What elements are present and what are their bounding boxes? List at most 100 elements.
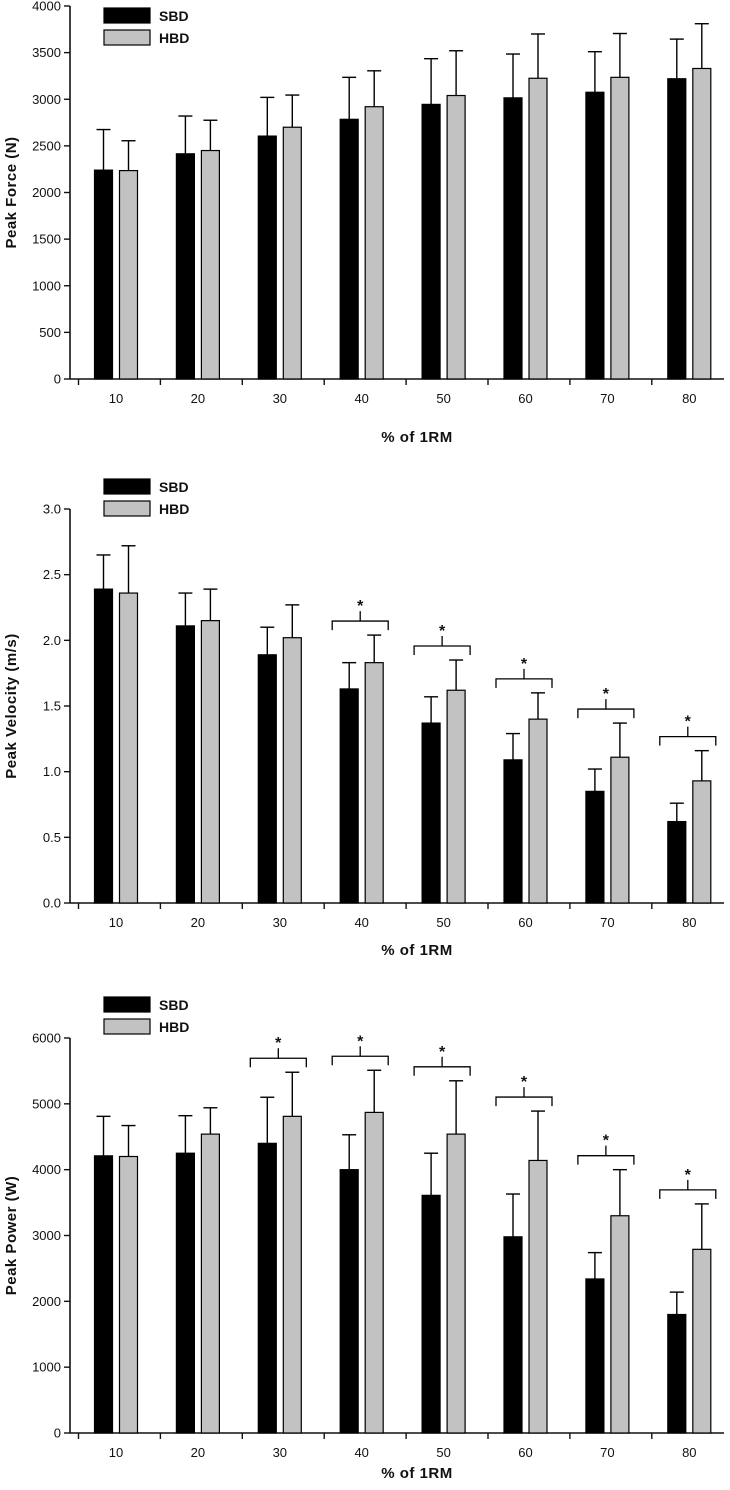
bar-hbd-60 <box>528 1159 548 1434</box>
significance-bracket <box>495 668 553 688</box>
legend-label: SBD <box>159 479 189 495</box>
y-tick-label: 0 <box>54 372 61 387</box>
significance-marker: * <box>521 1074 528 1091</box>
significance-bracket <box>413 636 471 656</box>
x-tick-label: 30 <box>273 915 287 930</box>
bar-hbd-20 <box>200 1133 220 1434</box>
x-tick-label: 20 <box>191 1445 205 1460</box>
y-tick-label: 0.5 <box>43 830 61 845</box>
bar-hbd-80 <box>692 67 712 380</box>
x-tick-label: 30 <box>273 1445 287 1460</box>
significance-marker: * <box>685 1167 692 1184</box>
bar-sbd-30 <box>257 1142 277 1434</box>
bar-sbd-30 <box>257 135 277 380</box>
x-tick-label: 40 <box>354 1445 368 1460</box>
significance-marker: * <box>439 1044 446 1061</box>
bar-sbd-20 <box>175 1152 195 1434</box>
x-tick-label: 10 <box>109 391 123 406</box>
x-tick-label: 50 <box>436 915 450 930</box>
x-tick-label: 40 <box>354 391 368 406</box>
bar-sbd-80 <box>667 78 687 380</box>
y-tick-label: 2500 <box>32 138 61 153</box>
y-tick-label: 5000 <box>32 1096 61 1111</box>
bar-sbd-10 <box>93 169 114 380</box>
bar-sbd-80 <box>667 1313 687 1434</box>
legend-label: HBD <box>159 1019 189 1035</box>
bar-sbd-20 <box>175 153 195 380</box>
x-tick-label: 30 <box>273 391 287 406</box>
y-tick-label: 0.0 <box>43 896 61 911</box>
x-tick-label: 20 <box>191 915 205 930</box>
x-axis-title: % of 1RM <box>381 429 453 446</box>
y-tick-label: 0 <box>54 1426 61 1441</box>
legend-label: HBD <box>159 30 189 46</box>
bar-hbd-80 <box>692 780 712 904</box>
bar-sbd-50 <box>421 722 441 904</box>
significance-marker: * <box>357 1033 364 1050</box>
bar-hbd-10 <box>118 1155 139 1434</box>
legend-swatch-hbd <box>103 1018 151 1035</box>
x-tick-label: 70 <box>600 1445 614 1460</box>
bar-hbd-10 <box>118 169 139 380</box>
y-tick-label: 1500 <box>32 232 61 247</box>
x-tick-label: 60 <box>518 391 532 406</box>
legend-label: SBD <box>159 8 189 24</box>
legend-swatch-sbd <box>103 478 151 495</box>
y-tick-label: 6000 <box>32 1031 61 1046</box>
significance-marker: * <box>685 714 692 731</box>
x-tick-label: 60 <box>518 915 532 930</box>
x-tick-label: 10 <box>109 915 123 930</box>
significance-bracket <box>331 1046 389 1066</box>
x-tick-label: 20 <box>191 391 205 406</box>
legend-label: HBD <box>159 501 189 517</box>
bar-hbd-60 <box>528 718 548 904</box>
bar-hbd-60 <box>528 77 548 380</box>
bar-hbd-30 <box>282 126 302 380</box>
significance-marker: * <box>521 656 528 673</box>
x-tick-label: 50 <box>436 391 450 406</box>
bar-sbd-20 <box>175 625 195 904</box>
y-tick-label: 3.0 <box>43 502 61 517</box>
x-axis-title: % of 1RM <box>381 1465 453 1482</box>
bar-hbd-40 <box>364 106 384 380</box>
bar-hbd-50 <box>446 1133 466 1434</box>
bar-hbd-30 <box>282 637 302 904</box>
x-tick-label: 80 <box>682 391 696 406</box>
significance-marker: * <box>603 686 610 703</box>
bar-sbd-50 <box>421 103 441 380</box>
legend-swatch-sbd <box>103 996 151 1013</box>
bar-hbd-50 <box>446 689 466 904</box>
x-tick-label: 40 <box>354 915 368 930</box>
legend-swatch-hbd <box>103 29 151 46</box>
bar-hbd-30 <box>282 1115 302 1434</box>
significance-marker: * <box>275 1035 282 1052</box>
significance-marker: * <box>357 598 364 615</box>
chart-panel-2: 0.0 0.5 1.0 1.5 2.0 2.5 3.0 10 20 30 40 * 50 * 60 * 70 * 8… <box>3 478 724 959</box>
bar-sbd-60 <box>503 97 523 380</box>
bar-hbd-40 <box>364 662 384 904</box>
bar-sbd-70 <box>585 790 605 904</box>
y-tick-label: 1000 <box>32 1360 61 1375</box>
x-tick-label: 10 <box>109 1445 123 1460</box>
y-tick-label: 500 <box>39 325 61 340</box>
x-tick-label: 50 <box>436 1445 450 1460</box>
y-tick-label: 4000 <box>32 1162 61 1177</box>
chart-panel-1: 0 500 1000 1500 2000 2500 3000 3500 4000 10 20 30 40… <box>3 0 724 446</box>
significance-bracket <box>659 1179 717 1199</box>
bar-sbd-80 <box>667 820 687 904</box>
x-tick-label: 70 <box>600 915 614 930</box>
y-axis-title: Peak Power (W) <box>3 1176 20 1296</box>
x-tick-label: 80 <box>682 1445 696 1460</box>
x-tick-label: 70 <box>600 391 614 406</box>
significance-bracket <box>659 726 717 746</box>
bar-hbd-70 <box>610 756 630 904</box>
bar-sbd-30 <box>257 654 277 904</box>
bar-hbd-80 <box>692 1248 712 1434</box>
significance-bracket <box>577 1145 635 1165</box>
bar-sbd-70 <box>585 1278 605 1434</box>
bar-hbd-20 <box>200 149 220 380</box>
bar-hbd-50 <box>446 94 466 380</box>
y-tick-label: 2.5 <box>43 567 61 582</box>
bar-hbd-20 <box>200 620 220 904</box>
